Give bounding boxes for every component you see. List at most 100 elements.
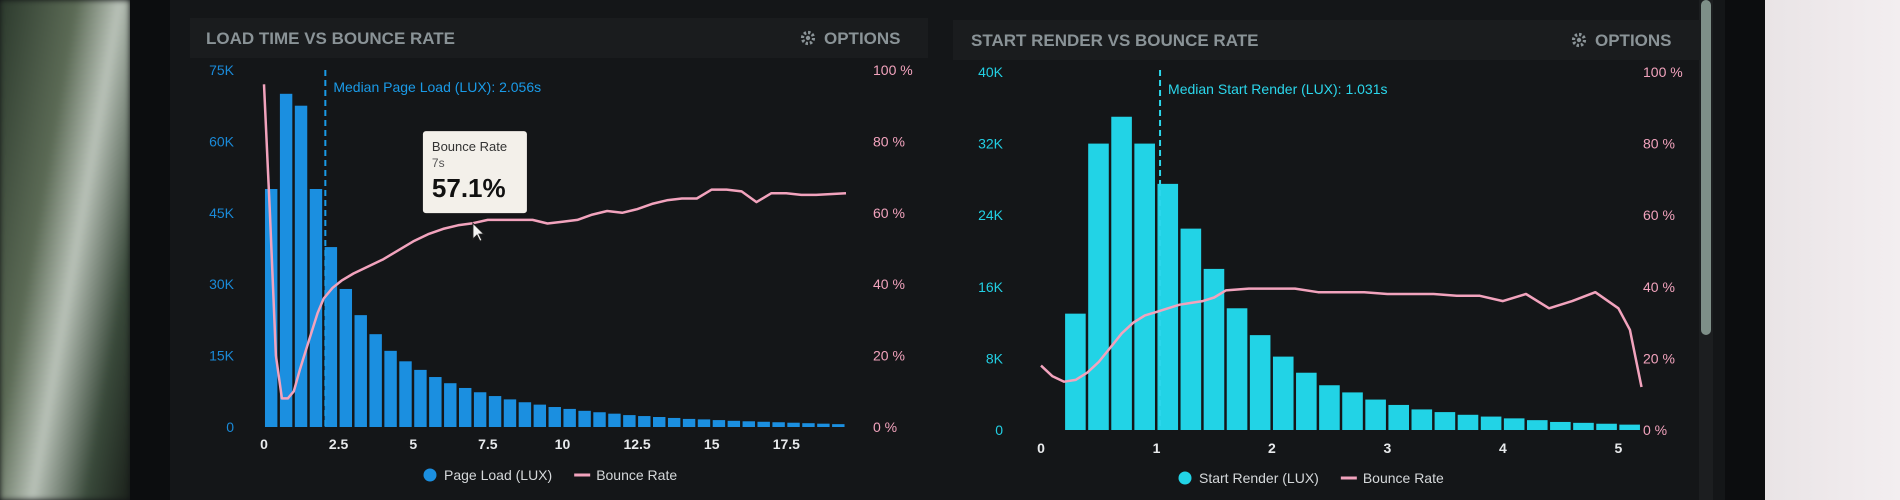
options-button[interactable]: OPTIONS [1571,31,1672,50]
legend-label[interactable]: Start Render (LUX) [1199,470,1319,486]
y-left-tick-label: 24K [978,207,1004,223]
y-left-tick-label: 16K [978,279,1004,295]
bar[interactable] [1272,356,1294,430]
bar[interactable] [548,407,561,427]
legend-label[interactable]: Page Load (LUX) [444,467,552,483]
bar[interactable] [772,422,785,427]
bar[interactable] [563,408,576,427]
bar[interactable] [1596,423,1617,430]
bar[interactable] [623,415,636,427]
median-label: Median Page Load (LUX): 2.056s [333,79,541,95]
options-label: OPTIONS [1595,31,1672,50]
legend-swatch-bar [1178,471,1192,485]
start-render-chart: START RENDER VS BOUNCE RATE OPTIONS 0 8K 1… [953,20,1701,486]
bar[interactable] [458,387,472,427]
y-right-tick-label: 40 % [1643,279,1675,295]
x-tick-label: 4 [1499,440,1507,456]
y-right-tick-label: 20 % [1643,350,1675,366]
bar[interactable] [832,424,845,427]
bar[interactable] [1249,335,1271,430]
bar[interactable] [1457,414,1479,430]
y-left-tick-label: 0 [226,419,234,435]
bar[interactable] [503,399,517,427]
bar[interactable] [1550,421,1571,430]
scrollbar[interactable] [1699,0,1713,500]
bar[interactable] [817,423,830,427]
legend-label[interactable]: Bounce Rate [1363,470,1444,486]
bar[interactable] [682,418,696,427]
median-label: Median Start Render (LUX): 1.031s [1168,81,1387,97]
bar[interactable] [1526,420,1548,430]
bar[interactable] [1411,409,1433,430]
bar[interactable] [1065,313,1086,430]
bar[interactable] [1365,399,1386,430]
bar[interactable] [444,383,457,427]
y-left-tick-label: 40K [978,64,1004,80]
bar[interactable] [384,350,397,427]
scrollbar-thumb[interactable] [1701,0,1711,335]
bar[interactable] [369,334,382,427]
bar[interactable] [1480,416,1502,430]
bar[interactable] [1319,385,1340,430]
bar[interactable] [1503,418,1525,430]
bar[interactable] [1180,228,1202,430]
bar[interactable] [727,420,741,427]
bar[interactable] [429,377,442,427]
tooltip-x-label: 7s [432,156,445,170]
chart-header [953,20,1701,60]
bar[interactable] [1226,308,1248,430]
plot-area: 0 15K 30K 45K 60K 75K 0 % 20 % 40 % 60 % 80 % 100 %… [209,62,913,483]
bar[interactable] [653,417,666,427]
y-right-tick-label: 80 % [873,133,905,149]
bar[interactable] [1342,392,1363,430]
bar[interactable] [414,369,427,427]
chart-header [190,18,928,58]
bar[interactable] [1111,116,1132,430]
bar[interactable] [697,419,711,427]
bar[interactable] [1296,372,1317,430]
bar[interactable] [742,421,755,427]
bar[interactable] [1157,183,1179,430]
x-tick-label: 5 [409,436,417,452]
bar[interactable] [593,412,606,427]
bar[interactable] [608,413,621,427]
bar[interactable] [787,422,800,427]
bar[interactable] [1619,424,1640,430]
bar[interactable] [294,105,308,427]
bar[interactable] [1434,412,1456,430]
legend: Start Render (LUX) Bounce Rate [1178,470,1444,486]
bar[interactable] [638,416,651,427]
bar[interactable] [1134,143,1155,430]
y-right-tick-label: 100 % [873,62,913,78]
y-left-tick-label: 30K [209,276,235,292]
bar[interactable] [1203,268,1225,430]
bar[interactable] [399,361,412,427]
x-tick-label: 0 [260,436,268,452]
bar[interactable] [309,189,323,427]
bar[interactable] [533,404,547,427]
bar[interactable] [667,417,681,427]
bounce-rate-line[interactable] [262,84,847,400]
y-left-tick-label: 45K [209,205,235,221]
bar[interactable] [578,410,591,427]
bar[interactable] [712,420,726,427]
bounce-rate-line[interactable] [1040,287,1643,388]
bar[interactable] [802,423,815,427]
y-left-tick-label: 8K [986,350,1004,366]
bar[interactable] [757,421,770,427]
bar[interactable] [1573,422,1594,430]
bar[interactable] [339,288,353,427]
bar[interactable] [354,315,367,427]
bar[interactable] [518,402,532,427]
mouse-cursor-icon [472,221,486,242]
bar[interactable] [488,396,502,427]
legend-swatch-bar [423,468,437,482]
legend-label[interactable]: Bounce Rate [596,467,677,483]
bar[interactable] [279,93,293,428]
bar[interactable] [1388,404,1410,430]
bar[interactable] [324,247,338,427]
bar[interactable] [264,189,278,427]
bar[interactable] [473,392,487,427]
options-button[interactable]: OPTIONS [800,29,901,48]
bar[interactable] [1088,143,1109,430]
